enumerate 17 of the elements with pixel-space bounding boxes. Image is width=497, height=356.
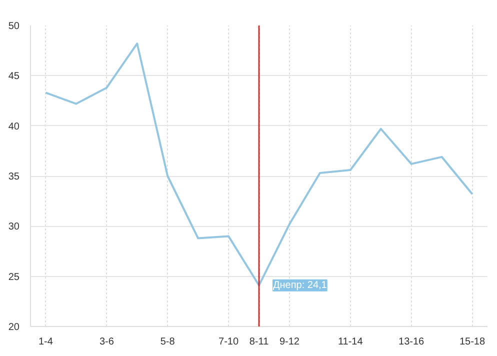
y-tick-label: 40 [8, 121, 20, 132]
x-tick-label: 1-4 [38, 336, 54, 348]
x-tick-label: 7-10 [218, 336, 239, 348]
x-tick-label: 3-6 [99, 336, 114, 348]
x-tick-label: 11-14 [338, 336, 364, 348]
annotation: Днепр: 24,1 [273, 280, 328, 291]
y-tick-label: 35 [8, 172, 20, 182]
y-tick-label: 50 [8, 21, 20, 32]
y-tick-label: 30 [8, 222, 20, 233]
x-tick-label: 9-12 [279, 336, 300, 348]
x-tick-label: 15-18 [459, 336, 486, 348]
x-tick-label: 13-16 [398, 336, 425, 348]
y-tick-label: 45 [8, 71, 20, 82]
x-tick-label: 8-11 [249, 336, 270, 348]
x-tick-label: 5-8 [160, 336, 176, 348]
y-tick-label: 25 [8, 272, 20, 283]
y-tick-label: 20 [8, 322, 20, 333]
